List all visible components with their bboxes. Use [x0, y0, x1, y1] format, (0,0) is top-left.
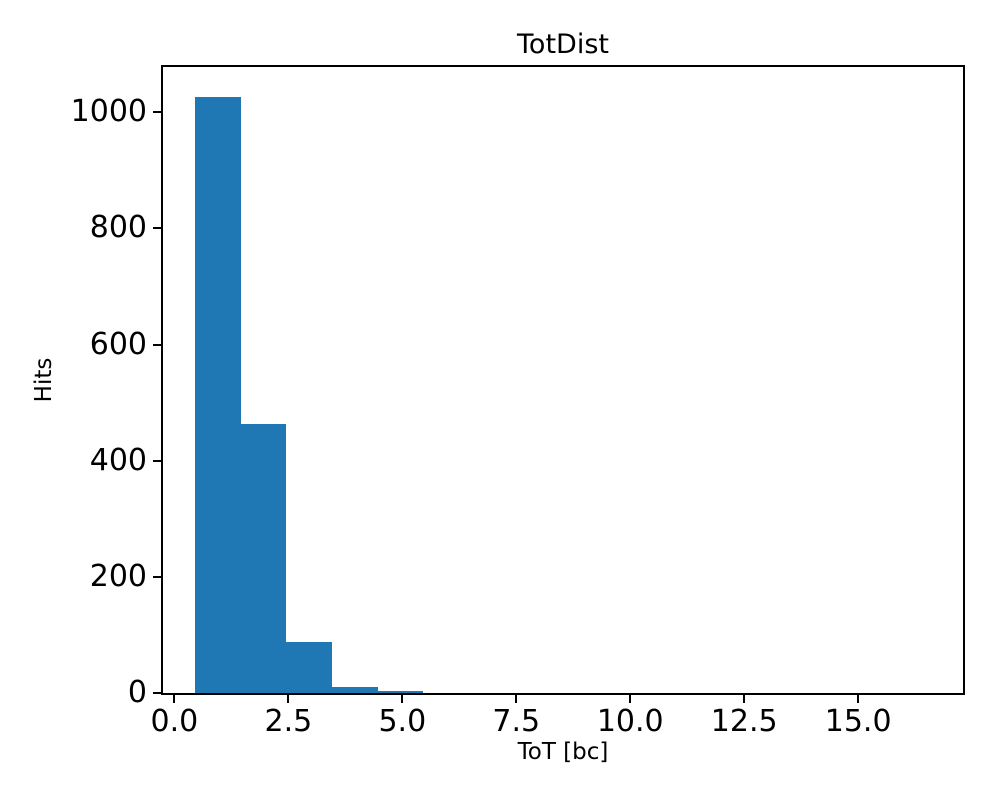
y-tick-mark: [153, 343, 161, 346]
x-axis-label: ToT [bc]: [517, 739, 609, 765]
x-tick-mark: [173, 695, 176, 703]
x-tick-label: 5.0: [378, 704, 427, 739]
x-tick-mark: [743, 695, 746, 703]
y-tick-mark: [153, 692, 161, 694]
y-tick-label: 800: [89, 210, 147, 246]
y-tick-label: 600: [89, 326, 147, 362]
x-tick-mark: [287, 695, 290, 703]
x-tick-mark: [515, 695, 518, 703]
y-tick-mark: [153, 111, 161, 114]
histogram-bar: [195, 97, 241, 693]
x-tick-label: 10.0: [596, 704, 664, 739]
y-tick-mark: [153, 227, 161, 230]
x-tick-label: 12.5: [710, 704, 778, 739]
x-tick-label: 0.0: [150, 704, 199, 739]
x-tick-label: 2.5: [264, 704, 313, 739]
y-tick-label: 200: [89, 558, 147, 594]
plot-area: [161, 65, 965, 695]
x-tick-label: 15.0: [824, 704, 892, 739]
y-tick-label: 400: [89, 442, 147, 478]
histogram-bar: [331, 687, 378, 693]
x-tick-mark: [401, 695, 404, 703]
y-tick-label: 1000: [70, 94, 147, 130]
y-tick-mark: [153, 459, 161, 462]
histogram-bar: [286, 641, 332, 693]
y-tick-mark: [153, 575, 161, 578]
x-tick-mark: [629, 695, 632, 703]
histogram-bar: [240, 423, 287, 693]
x-tick-label: 7.5: [492, 704, 541, 739]
x-tick-mark: [857, 695, 860, 703]
chart-title: TotDist: [517, 29, 609, 60]
y-tick-label: 0: [127, 675, 147, 710]
histogram-bar: [377, 690, 424, 693]
